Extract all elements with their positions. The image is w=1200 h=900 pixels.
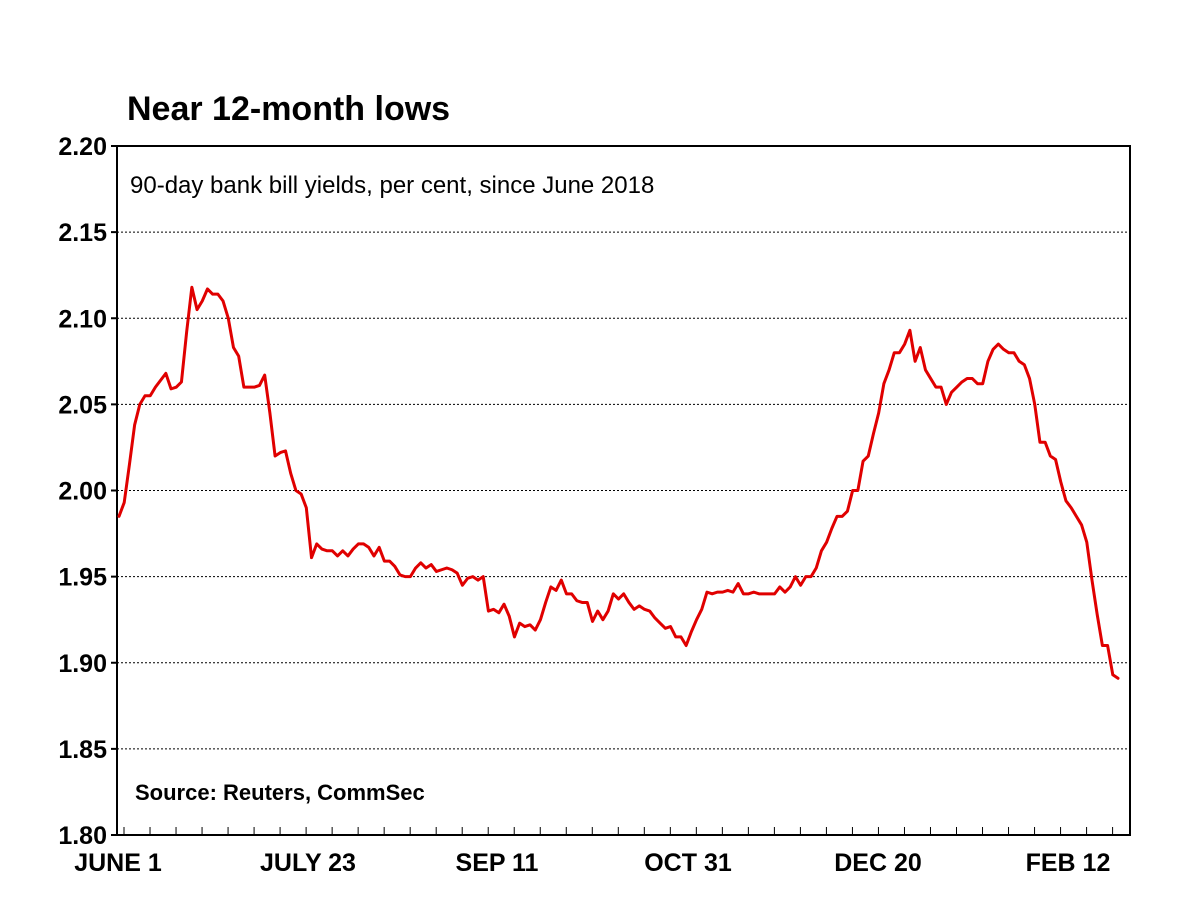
y-tick-label: 2.15	[58, 219, 107, 247]
x-tick-label: OCT 31	[644, 849, 732, 877]
x-tick-label: SEP 11	[456, 849, 539, 877]
y-tick-label: 1.95	[58, 564, 107, 592]
y-axis: 2.20 2.15 2.10 2.05 2.00 1.95 1.90 1.85 1.80	[58, 133, 117, 850]
x-tick-label: JULY 23	[260, 849, 356, 877]
x-axis: JUNE 1 JULY 23 SEP 11 OCT 31 DEC 20 FEB 12	[74, 849, 1110, 877]
gridlines	[117, 231, 1130, 750]
y-tick-label: 1.85	[58, 736, 107, 764]
x-minor-ticks	[123, 827, 1114, 835]
y-tick-label: 2.20	[58, 133, 107, 161]
y-tick-label: 2.10	[58, 305, 107, 333]
x-tick-label: JUNE 1	[74, 849, 162, 877]
y-tick-label: 2.05	[58, 391, 107, 419]
chart-subtitle: 90-day bank bill yields, per cent, since…	[130, 172, 654, 199]
chart-title: Near 12-month lows	[127, 90, 450, 128]
y-tick-label: 1.80	[58, 822, 107, 850]
y-tick-label: 2.00	[58, 478, 107, 506]
x-tick-label: DEC 20	[834, 849, 922, 877]
x-tick-label: FEB 12	[1026, 849, 1111, 877]
source-note: Source: Reuters, CommSec	[135, 780, 425, 805]
series-line-bank-bill-yield	[117, 285, 1120, 680]
y-tick-label: 1.90	[58, 650, 107, 678]
